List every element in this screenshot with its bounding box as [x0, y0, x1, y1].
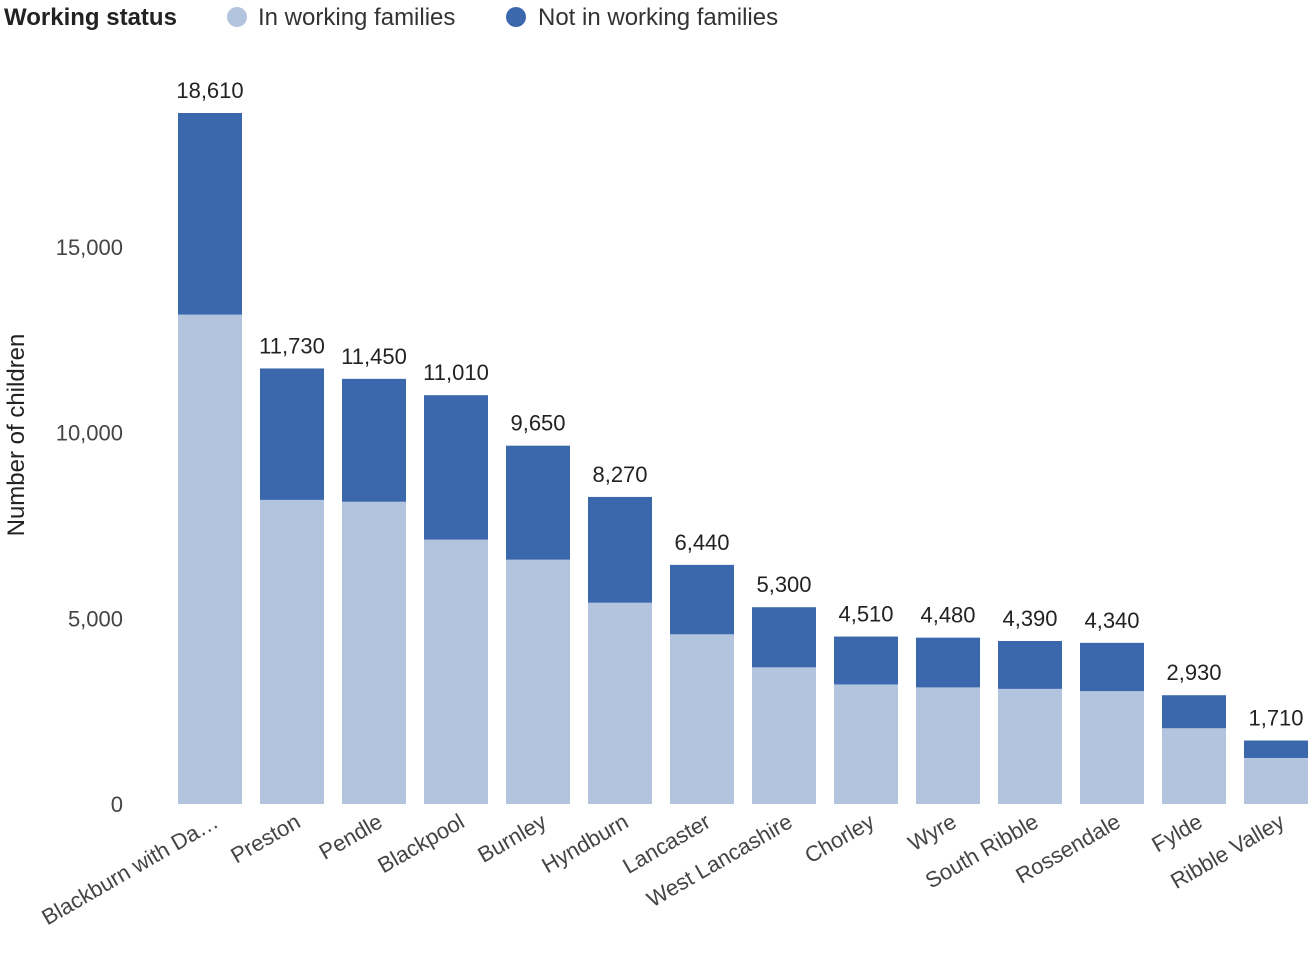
bar-total-label: 2,930: [1166, 660, 1221, 685]
bar-segment-not-in-working: [752, 607, 816, 668]
bar-segment-not-in-working: [670, 564, 734, 635]
bar-segment-not-in-working: [424, 395, 488, 540]
y-tick-label: 15,000: [56, 235, 123, 260]
x-category-label: Preston: [226, 809, 304, 869]
bar-segment-not-in-working: [342, 378, 406, 502]
bar-segment-not-in-working: [260, 368, 324, 500]
bar-total-label: 4,390: [1002, 606, 1057, 631]
bar-segment-not-in-working: [834, 636, 898, 685]
legend-marker-in-working: [227, 7, 247, 27]
y-tick-label: 5,000: [68, 606, 123, 631]
x-axis: Blackburn with Da… Preston PendleBlackpool…: [37, 809, 1288, 930]
bar-segment-in-working: [998, 688, 1062, 804]
bar-total-label: 18,610: [176, 78, 243, 103]
bar-segment-in-working: [1244, 757, 1308, 804]
bar-total-label: 1,710: [1248, 706, 1303, 731]
bar-segment-not-in-working: [506, 445, 570, 560]
bar-total-label: 11,730: [259, 333, 325, 358]
bar-segment-not-in-working: [1244, 740, 1308, 758]
bar-segment-in-working: [178, 314, 242, 804]
bar-total-label: 11,010: [423, 360, 489, 385]
bar-segment-not-in-working: [1080, 642, 1144, 692]
bar-segment-not-in-working: [1162, 695, 1226, 729]
y-tick-label: 0: [111, 792, 123, 817]
bar-segment-in-working: [424, 539, 488, 804]
legend-label-not-in-working: Not in working families: [538, 4, 778, 31]
bar-segment-in-working: [752, 667, 816, 804]
x-category-label: Wyre: [904, 809, 961, 856]
y-axis-title: Number of children: [3, 334, 30, 537]
bar-segment-in-working: [1162, 728, 1226, 804]
bar-total-label: 11,450: [341, 344, 407, 369]
bar-total-label: 4,480: [920, 603, 975, 628]
bar-segment-not-in-working: [178, 113, 242, 315]
bar-total-label: 9,650: [510, 411, 565, 436]
bar-total-label: 4,510: [838, 602, 893, 627]
bar-segment-in-working: [1080, 691, 1144, 804]
y-tick-label: 10,000: [56, 421, 123, 446]
bar-segment-in-working: [588, 602, 652, 804]
legend-label-in-working: In working families: [258, 4, 455, 31]
bar-total-label: 4,340: [1084, 608, 1139, 633]
bar-segment-in-working: [916, 687, 980, 804]
bar-segment-in-working: [670, 634, 734, 804]
total-labels: 18,610 11,730 11,450 11,010 9,650 8,270 6,440 5…: [176, 78, 1303, 731]
x-category-label: Chorley: [800, 809, 878, 869]
bar-total-label: 5,300: [756, 572, 811, 597]
bar-segment-in-working: [342, 501, 406, 804]
x-category-label: West Lancashire: [642, 809, 796, 912]
legend-marker-not-in-working: [506, 7, 526, 27]
x-category-label: Blackpool: [373, 809, 468, 878]
bar-segment-not-in-working: [588, 496, 652, 603]
bar-segment-in-working: [506, 559, 570, 804]
legend: Working status In working families Not i…: [4, 4, 778, 31]
x-category-label: Blackburn with Da…: [37, 809, 222, 930]
bar-total-label: 8,270: [592, 462, 647, 487]
x-category-label: Hyndburn: [537, 809, 632, 878]
legend-title: Working status: [4, 4, 177, 31]
bar-segment-not-in-working: [998, 640, 1062, 689]
bar-total-label: 6,440: [674, 530, 729, 555]
x-category-label: Fylde: [1147, 809, 1206, 858]
bar-segment-in-working: [260, 499, 324, 804]
y-axis: 0 5,000 10,000 15,000: [56, 235, 123, 817]
bar-segment-in-working: [834, 684, 898, 804]
bar-segment-not-in-working: [916, 637, 980, 688]
bars: [178, 113, 1308, 804]
